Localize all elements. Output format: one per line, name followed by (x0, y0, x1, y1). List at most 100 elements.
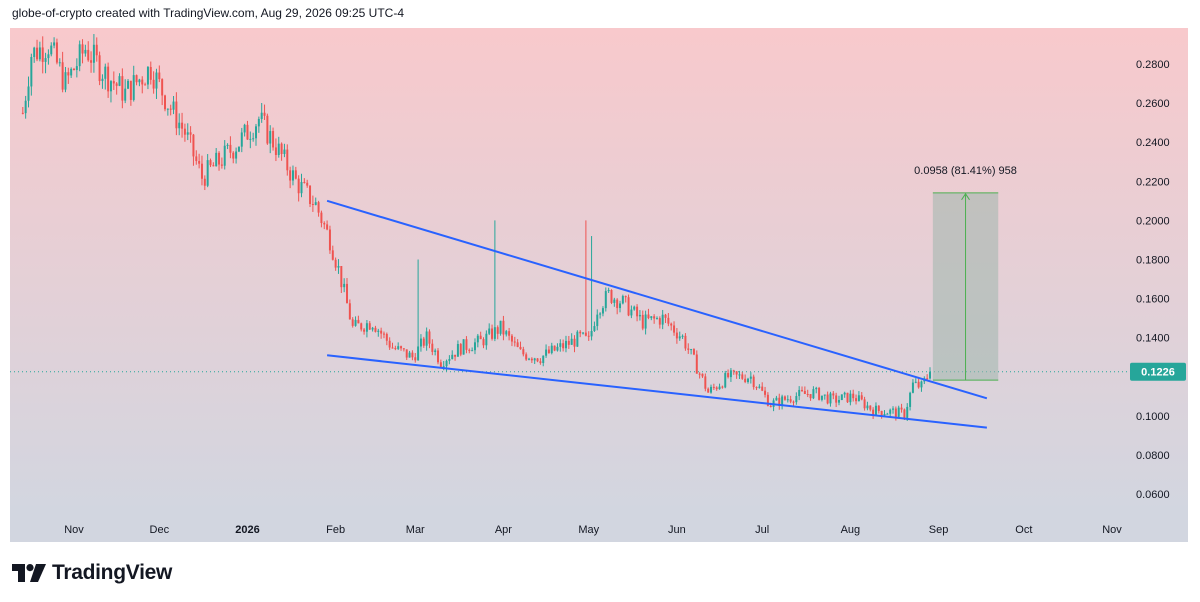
candle-body (181, 122, 184, 129)
candle-body (223, 145, 226, 166)
trendline-upper[interactable] (326, 199, 988, 400)
candle-body (368, 323, 371, 330)
candle-body (306, 182, 309, 186)
candle-body (354, 319, 357, 326)
measure-arrowhead (961, 192, 970, 201)
candle-body (803, 390, 806, 395)
price-tick-label: 0.2200 (1136, 176, 1170, 188)
candle-body (61, 62, 64, 90)
candle-body (872, 409, 875, 416)
candle-body (206, 160, 209, 186)
chart-header: globe-of-crypto created with TradingView… (12, 6, 404, 20)
candle-body (382, 333, 385, 335)
time-tick-label: 2026 (235, 524, 259, 536)
trendline-lower[interactable] (326, 354, 987, 429)
candle-body (277, 143, 280, 155)
candle-body (886, 413, 889, 415)
candle-body (914, 381, 917, 383)
current-price-tag (1130, 362, 1186, 381)
candle-body (661, 314, 664, 325)
candle-body (237, 146, 240, 152)
price-axis[interactable]: 0.2800 0.2600 0.2400 0.2200 0.2000 0.1800 0.16… (1130, 59, 1186, 501)
candle-body (619, 303, 622, 309)
candle-body (283, 149, 286, 154)
candle-body (502, 320, 505, 335)
candle-body (877, 405, 880, 411)
candle-body (138, 79, 141, 83)
candle-body (377, 330, 380, 332)
price-tick-label: 0.0600 (1136, 489, 1170, 501)
candle-body (334, 259, 337, 268)
candle-body (294, 170, 297, 179)
candle-body (164, 95, 166, 110)
candle-body (98, 55, 101, 82)
candle-body (448, 359, 451, 361)
candle-body (75, 66, 78, 70)
candle-body (644, 314, 647, 329)
candle-body (317, 202, 320, 213)
candle-body (843, 392, 846, 395)
candle-body (562, 343, 565, 349)
candle-body (240, 132, 243, 147)
candle-body (542, 355, 545, 364)
candle-body (513, 341, 516, 343)
candle-body (829, 393, 832, 404)
candle-body (729, 370, 732, 378)
candle-body (397, 346, 400, 349)
candle-body (499, 320, 502, 334)
candle-body (735, 371, 738, 375)
candle-body (673, 325, 676, 333)
candle-body (758, 386, 761, 388)
candle-body (926, 378, 929, 380)
candle-body (437, 350, 440, 363)
candle-body (149, 66, 152, 80)
candle-body (837, 400, 840, 403)
candle-body (471, 350, 474, 352)
candle-body (400, 346, 403, 349)
brand-name: TradingView (52, 561, 173, 584)
candle-body (889, 409, 892, 414)
candle-body (692, 349, 695, 355)
time-axis-background (10, 514, 1188, 542)
candle-body (357, 319, 360, 324)
candle-body (564, 340, 567, 349)
price-tick-label: 0.2600 (1136, 98, 1170, 110)
time-axis[interactable]: Nov Dec 2026 Feb Mar Apr May Jun Jul Aug Sep Oct Nov (64, 524, 1122, 536)
candle-body (536, 358, 539, 362)
candle-body (857, 395, 860, 402)
candle-body (323, 223, 326, 225)
candle-body (38, 47, 41, 60)
candle-body (482, 339, 485, 346)
candle-body (746, 378, 749, 383)
candle-body (547, 349, 550, 354)
candle-body (24, 100, 27, 114)
candle-body (860, 395, 863, 400)
candle-body (371, 327, 374, 330)
candle-body (263, 112, 266, 116)
candle-body (107, 66, 110, 92)
candle-body (567, 340, 570, 345)
candle-body (280, 143, 283, 154)
candle-body (459, 344, 462, 355)
candle-body (451, 354, 454, 360)
candle-body (633, 306, 636, 310)
candle-body (297, 178, 300, 194)
candle-body (667, 317, 670, 324)
candle-body (212, 165, 215, 167)
candle-body (70, 68, 73, 76)
time-tick-label: Sep (929, 524, 949, 536)
candle-body (897, 407, 900, 417)
candle-body (58, 62, 61, 64)
candle-body (621, 296, 624, 304)
candle-body (127, 80, 130, 89)
candle-body (610, 290, 613, 303)
candles-layer (21, 34, 931, 421)
candle-body (721, 386, 724, 388)
candle-body (752, 376, 755, 388)
footer-brand[interactable]: TradingView (12, 558, 172, 588)
candle-body (84, 49, 87, 54)
candle-body (101, 78, 104, 82)
time-tick-label: Jun (668, 524, 686, 536)
candle-body (909, 392, 912, 407)
